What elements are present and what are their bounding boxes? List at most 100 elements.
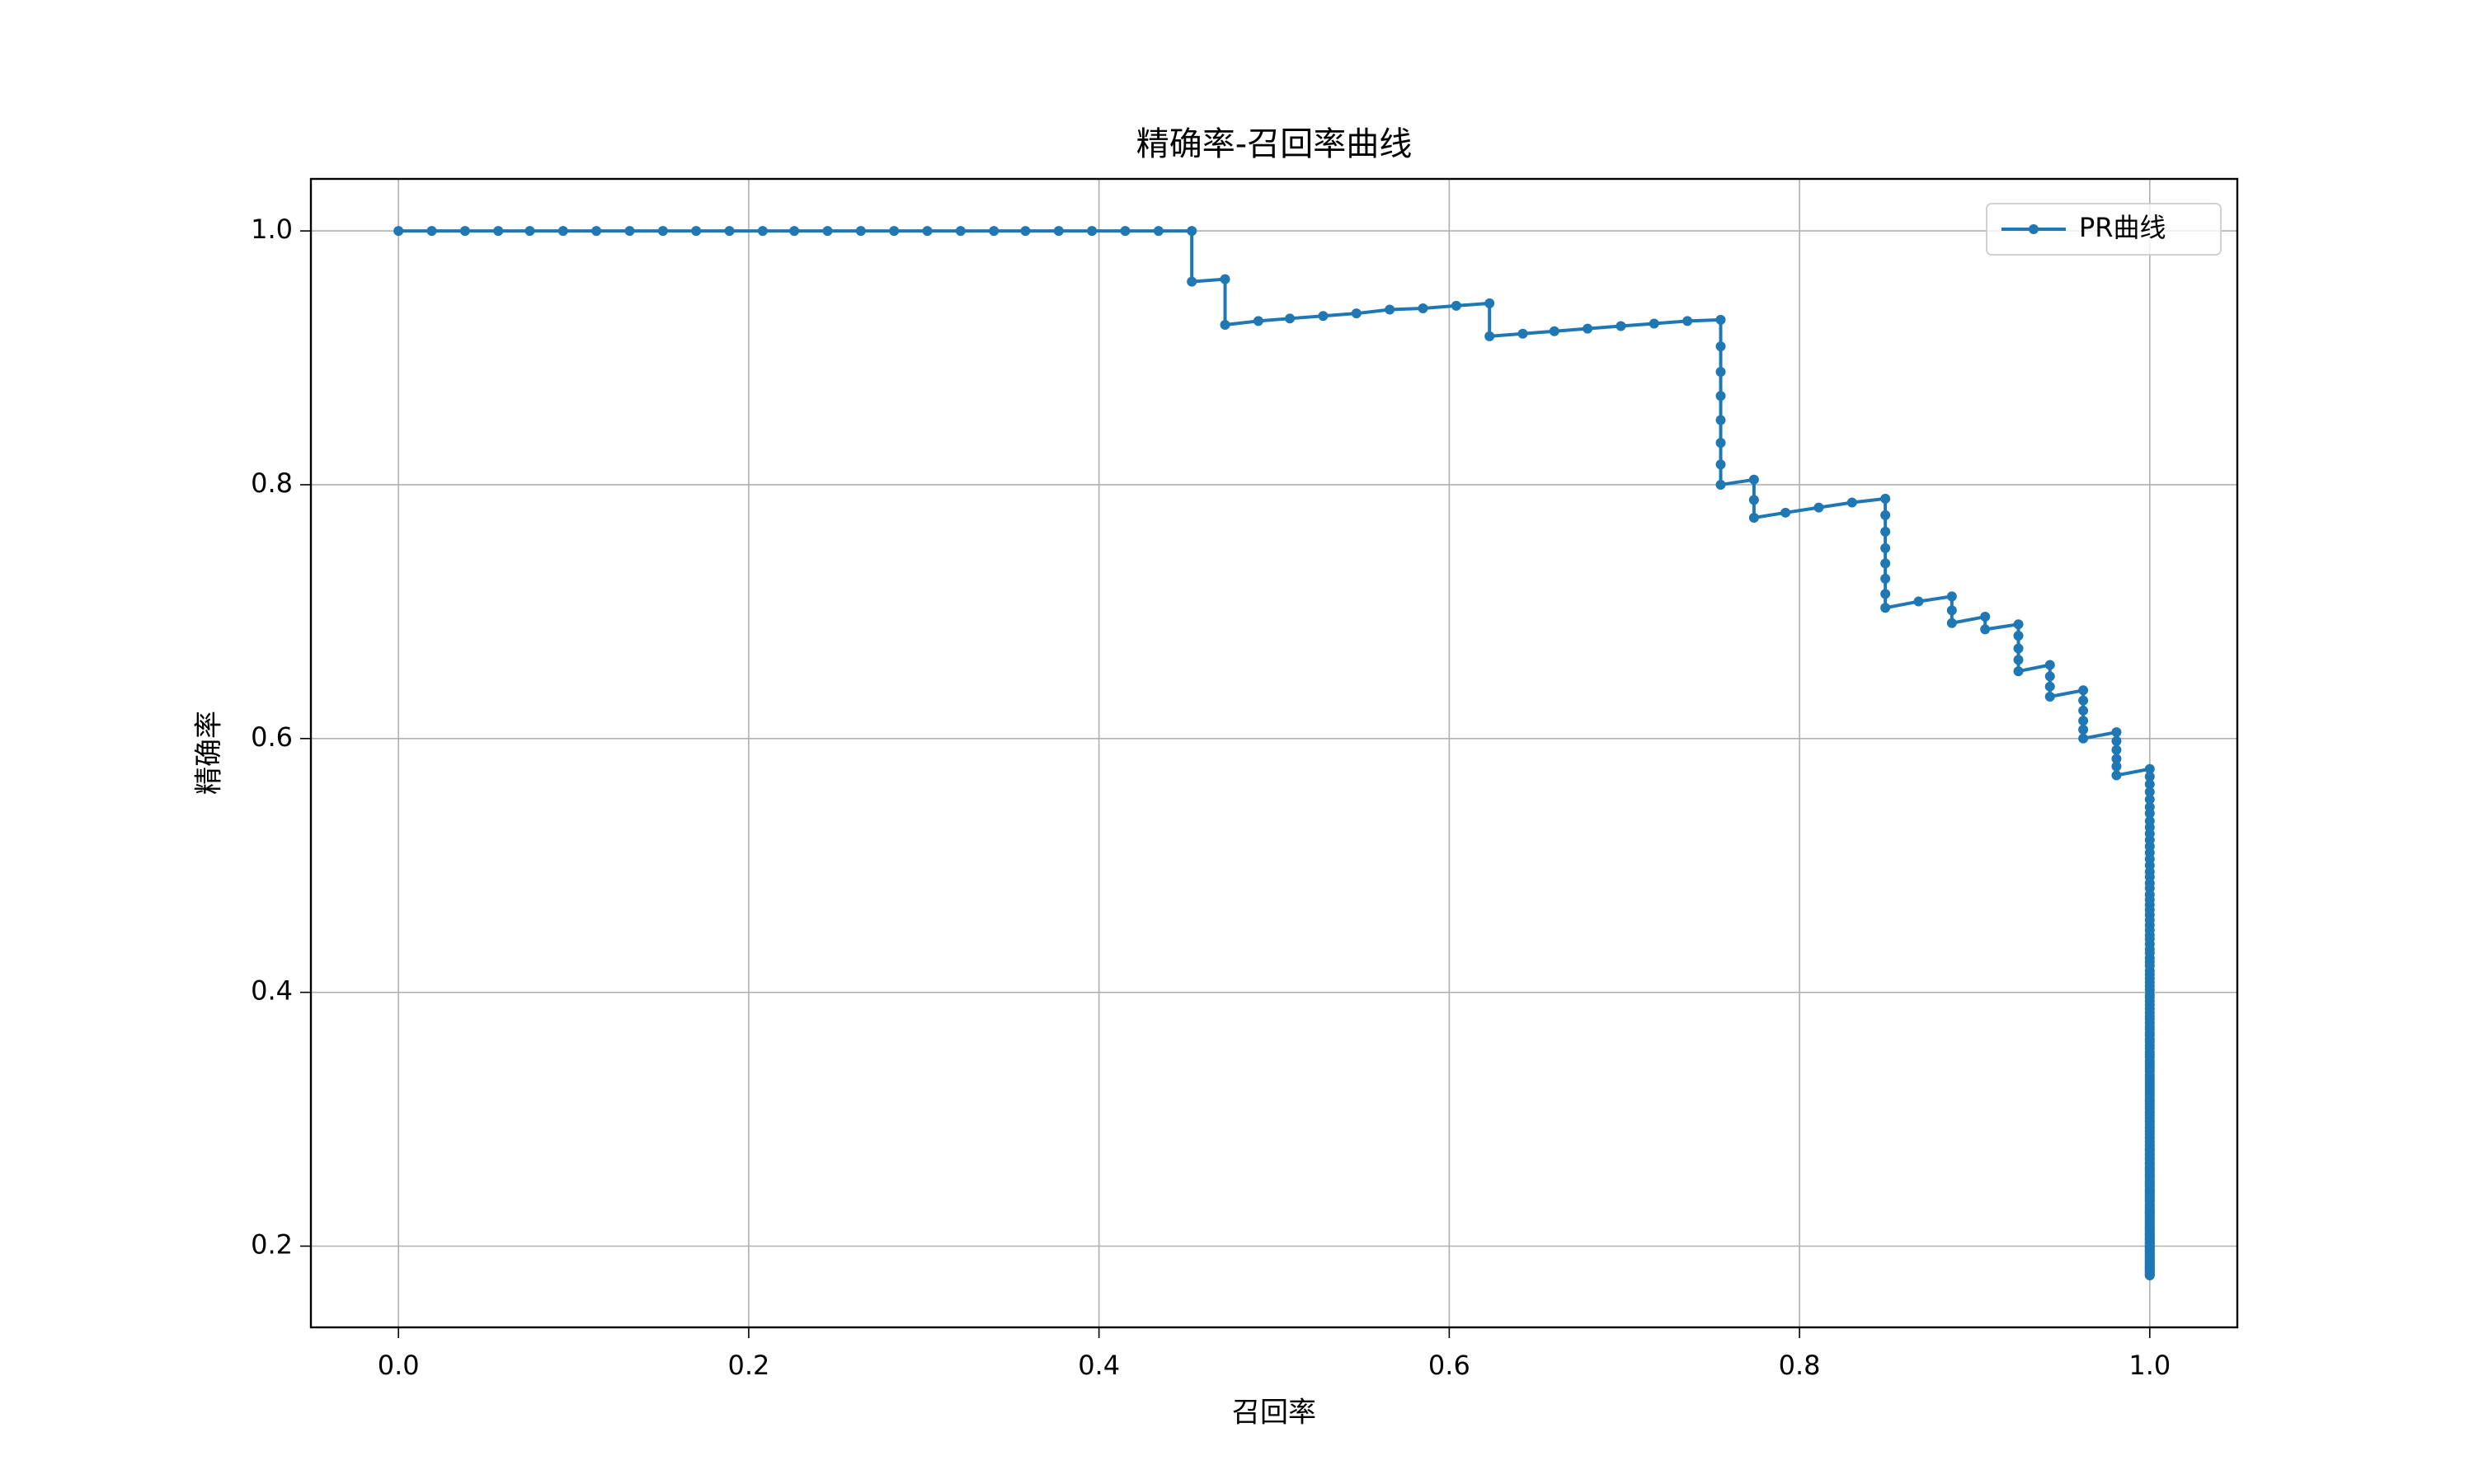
- point-marker: [2044, 692, 2055, 702]
- point-marker: [1583, 323, 1593, 334]
- point-marker: [1880, 493, 1891, 504]
- point-marker: [591, 226, 602, 237]
- point-marker: [524, 226, 535, 237]
- point-marker: [822, 226, 833, 237]
- point-marker: [1880, 603, 1891, 613]
- point-marker: [1715, 438, 1726, 448]
- point-marker: [1385, 304, 1395, 315]
- point-marker: [2144, 787, 2155, 797]
- point-marker: [2078, 705, 2089, 716]
- point-marker: [2111, 727, 2122, 738]
- point-marker: [1813, 502, 1824, 513]
- point-marker: [1715, 479, 1726, 490]
- point-marker: [1946, 618, 1957, 628]
- point-marker: [1880, 573, 1891, 584]
- point-marker: [2111, 735, 2122, 746]
- point-marker: [2144, 808, 2155, 819]
- point-marker: [2111, 770, 2122, 781]
- y-axis-label: 精确率: [193, 711, 226, 795]
- point-marker: [1946, 605, 1957, 616]
- point-marker: [2044, 681, 2055, 692]
- point-marker: [1980, 612, 1991, 622]
- point-marker: [1451, 300, 1461, 311]
- point-marker: [691, 226, 702, 237]
- point-marker: [1880, 542, 1891, 553]
- point-marker: [657, 226, 668, 237]
- point-marker: [1253, 316, 1263, 326]
- point-marker: [1616, 321, 1626, 331]
- point-marker: [1285, 313, 1296, 324]
- point-marker: [789, 226, 800, 237]
- y-tick-label: 0.6: [251, 721, 293, 753]
- point-marker: [2144, 779, 2155, 790]
- legend-label: PR曲线: [2079, 212, 2166, 243]
- point-marker: [1187, 276, 1197, 287]
- point-marker: [2111, 754, 2122, 764]
- point-marker: [2044, 671, 2055, 682]
- point-marker: [2013, 619, 2024, 630]
- point-marker: [1880, 589, 1891, 599]
- point-marker: [2111, 744, 2122, 755]
- point-marker: [459, 226, 470, 237]
- axes-frame: [309, 177, 2239, 1329]
- point-marker: [2078, 725, 2089, 735]
- point-marker: [757, 226, 768, 237]
- point-marker: [2013, 643, 2024, 654]
- point-marker: [1120, 226, 1131, 237]
- y-tick-label: 1.0: [251, 214, 293, 245]
- point-marker: [1715, 391, 1726, 402]
- point-marker: [493, 226, 504, 237]
- point-marker: [1484, 298, 1495, 308]
- point-marker: [2078, 695, 2089, 706]
- point-marker: [1087, 226, 1098, 237]
- point-marker: [989, 226, 999, 237]
- point-marker: [1715, 341, 1726, 352]
- point-marker: [1880, 558, 1891, 569]
- point-marker: [426, 226, 437, 237]
- point-marker: [2111, 761, 2122, 772]
- point-marker: [2144, 1270, 2155, 1280]
- legend-marker: [2029, 224, 2039, 234]
- point-marker: [1220, 274, 1230, 284]
- point-marker: [1748, 495, 1759, 505]
- point-marker: [1318, 311, 1329, 322]
- point-marker: [1053, 226, 1064, 237]
- point-marker: [1682, 316, 1693, 326]
- point-marker: [1715, 366, 1726, 377]
- x-tick-label: 0.0: [378, 1350, 420, 1381]
- point-marker: [2144, 794, 2155, 805]
- point-marker: [557, 226, 568, 237]
- point-marker: [2013, 655, 2024, 665]
- point-marker: [1220, 320, 1230, 331]
- point-marker: [1549, 326, 1559, 336]
- point-marker: [922, 226, 933, 237]
- point-marker: [1715, 415, 1726, 425]
- point-marker: [1649, 318, 1659, 329]
- point-marker: [724, 226, 735, 237]
- point-marker: [1351, 308, 1362, 319]
- y-tick-label: 0.8: [251, 467, 293, 499]
- point-marker: [1846, 497, 1857, 508]
- x-tick-label: 0.8: [1779, 1350, 1821, 1381]
- point-marker: [1020, 226, 1031, 237]
- point-marker: [1780, 507, 1791, 518]
- point-marker: [1517, 328, 1528, 339]
- point-marker: [1748, 512, 1759, 523]
- legend-box: [1986, 203, 2222, 256]
- legend: PR曲线: [1986, 203, 2222, 256]
- point-marker: [1187, 226, 1197, 237]
- point-marker: [2078, 733, 2089, 744]
- plot-area: [393, 226, 2155, 1280]
- point-marker: [2013, 631, 2024, 641]
- point-marker: [1748, 474, 1759, 485]
- point-marker: [1153, 226, 1164, 237]
- y-tick-label: 0.4: [251, 975, 293, 1007]
- point-marker: [1715, 459, 1726, 470]
- point-marker: [624, 226, 635, 237]
- point-marker: [2044, 660, 2055, 670]
- axes: 0.0 0.2 0.4 0.6 0.8 1.0 0.2 0.4 0.6 0.8 1.0 PR曲线: [251, 177, 2239, 1381]
- point-marker: [393, 226, 404, 237]
- point-marker: [2013, 666, 2024, 677]
- point-marker: [1418, 303, 1428, 314]
